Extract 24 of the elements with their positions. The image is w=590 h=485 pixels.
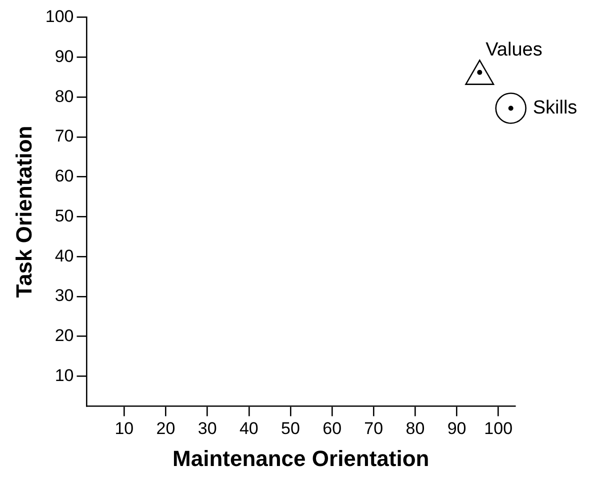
y-tick-label: 10: [54, 366, 74, 385]
y-tick-label: 70: [54, 126, 74, 146]
y-tick-label: 60: [54, 166, 74, 186]
x-tick-label: 10: [114, 419, 134, 438]
y-tick-label: 90: [54, 46, 74, 66]
x-tick-label: 20: [156, 419, 176, 438]
y-tick-label: 50: [54, 206, 74, 226]
y-tick-label: 40: [54, 246, 74, 266]
x-tick-label: 60: [322, 419, 342, 438]
series-label: Skills: [532, 97, 578, 118]
y-tick-label: 100: [45, 6, 74, 26]
x-tick-label: 100: [484, 419, 513, 438]
x-axis-title: Maintenance Orientation: [172, 446, 430, 471]
y-tick-label: 80: [54, 86, 74, 106]
series-label: Values: [486, 40, 542, 61]
y-tick-label: 30: [54, 286, 74, 306]
x-tick-label: 70: [364, 419, 384, 438]
y-tick-label: 20: [54, 326, 74, 346]
y-axis-title: Task Orientation: [11, 126, 36, 298]
x-tick-label: 50: [281, 419, 300, 438]
x-tick-label: 30: [198, 419, 217, 438]
x-tick-label: 40: [239, 419, 258, 438]
x-tick-label: 80: [406, 419, 425, 438]
x-tick-label: 90: [447, 419, 466, 438]
